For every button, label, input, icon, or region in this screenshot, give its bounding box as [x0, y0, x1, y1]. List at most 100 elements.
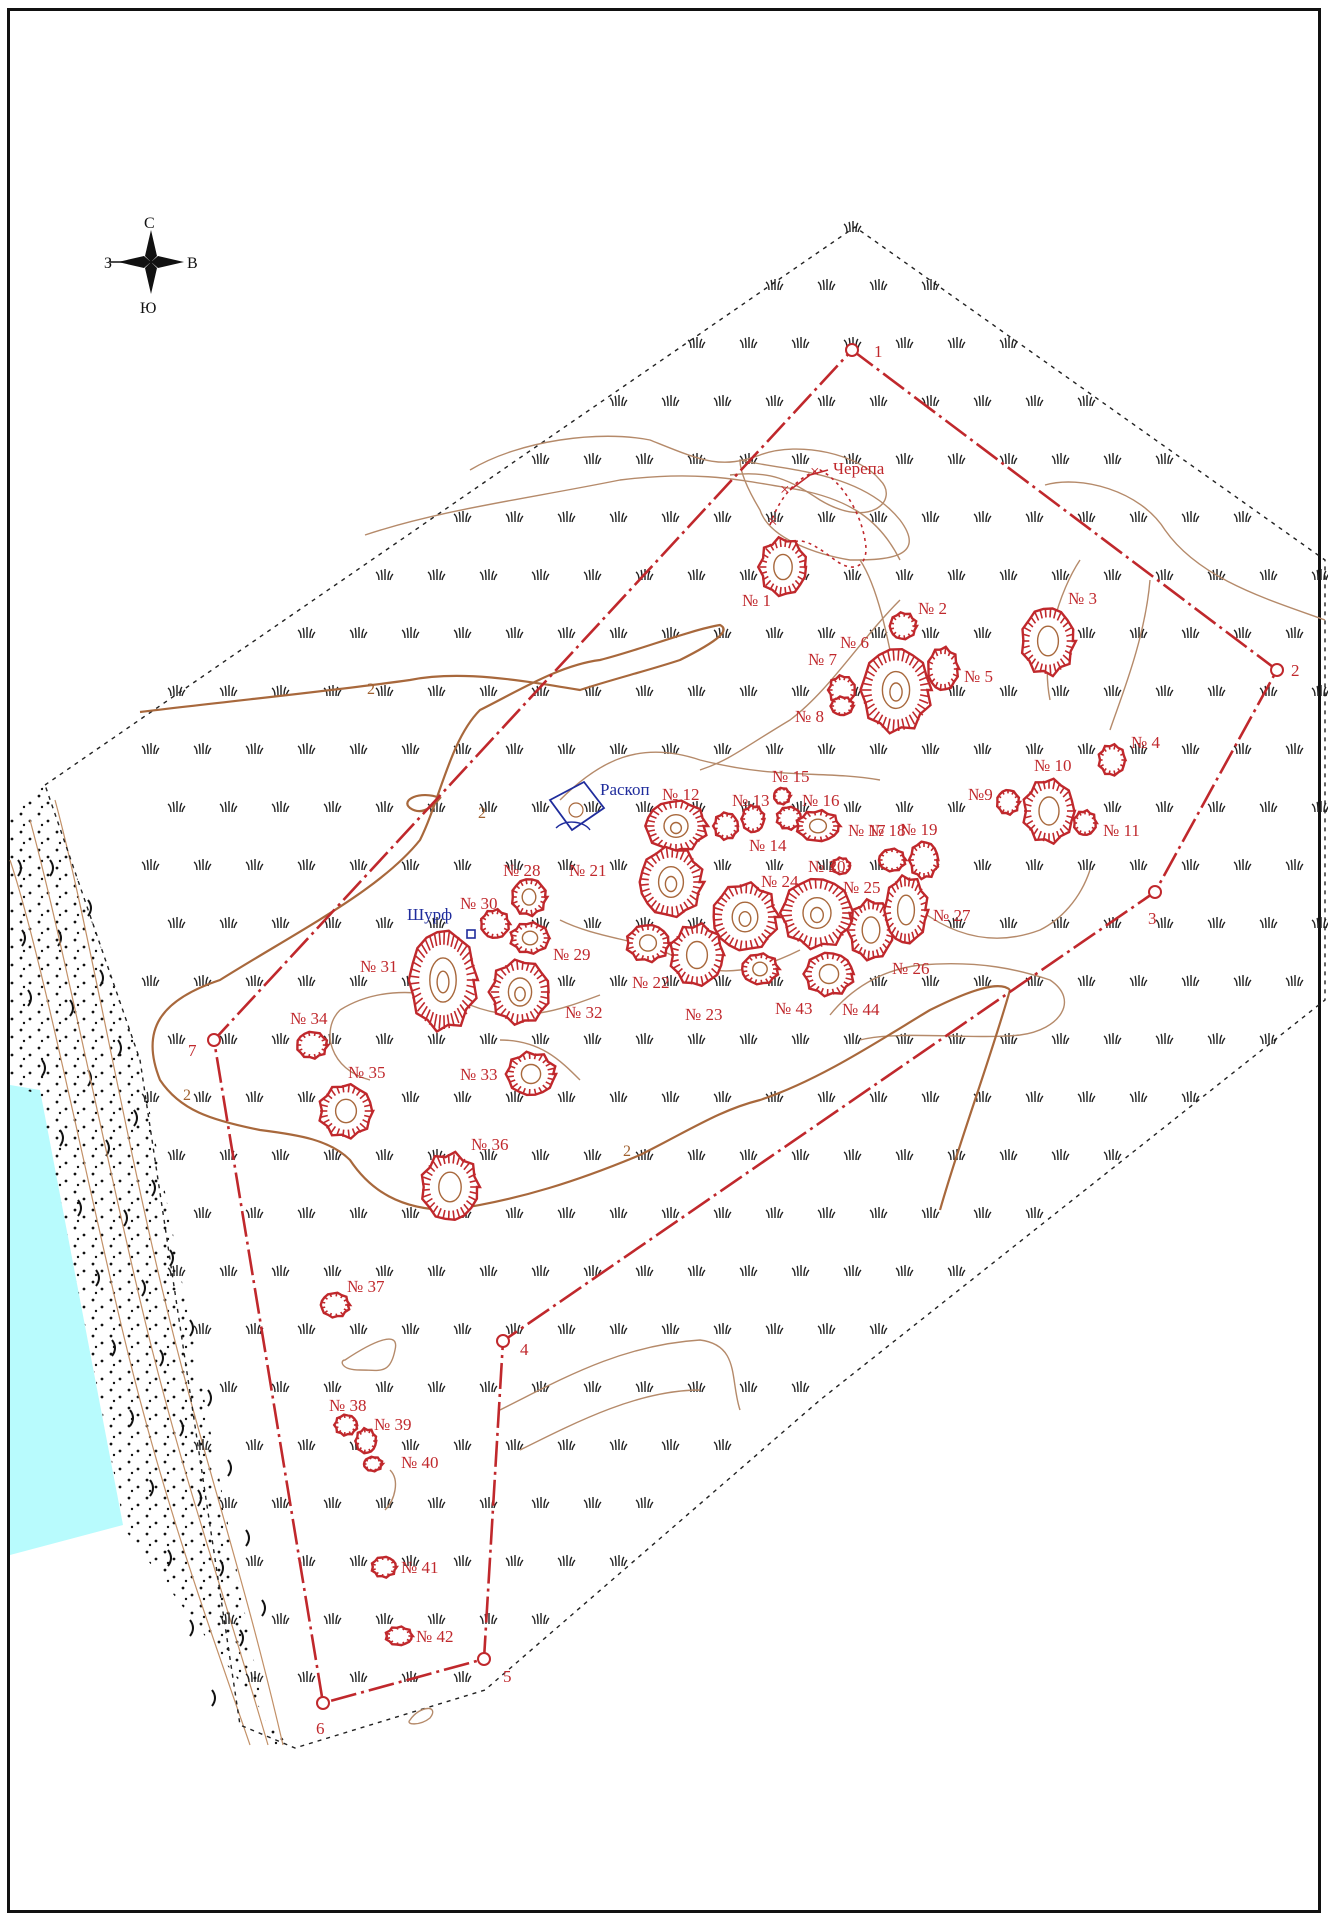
mound-label: № 39: [374, 1415, 411, 1434]
grass-tuft: [245, 975, 264, 987]
mound: [362, 1455, 386, 1473]
grass-tuft: [531, 1613, 550, 1625]
mound: [669, 921, 727, 988]
grass-tuft: [1311, 917, 1328, 929]
mound: [353, 1426, 378, 1455]
grass-tuft: [167, 801, 186, 813]
grass-tuft: [1155, 1033, 1174, 1045]
grass-tuft: [297, 1323, 316, 1335]
mound: [332, 1413, 359, 1437]
grass-tuft: [323, 1613, 342, 1625]
grass-tuft: [1025, 511, 1044, 523]
grass-tuft: [479, 569, 498, 581]
grass-tuft: [583, 1265, 602, 1277]
grass-tuft: [1025, 743, 1044, 755]
grass-tuft: [687, 917, 706, 929]
grass-tuft: [271, 685, 290, 697]
grass-tuft: [141, 1091, 160, 1103]
mound: [504, 1050, 559, 1097]
grass-tuft: [1051, 1033, 1070, 1045]
grass-tuft: [453, 627, 472, 639]
mound-label: № 25: [843, 878, 880, 897]
grass-tuft: [245, 1207, 264, 1219]
grass-tuft: [219, 1033, 238, 1045]
grass-tuft: [947, 337, 966, 349]
contour-value-label-2: 2: [478, 805, 486, 822]
grass-tuft: [583, 801, 602, 813]
grass-tuft: [375, 1613, 394, 1625]
grass-tuft: [1103, 1149, 1122, 1161]
grass-tuft: [739, 801, 758, 813]
grass-tuft: [973, 511, 992, 523]
grass-tuft: [661, 395, 680, 407]
grass-tuft: [323, 1497, 342, 1509]
grass-tuft: [791, 1033, 810, 1045]
grass-tuft: [999, 337, 1018, 349]
grass-tuft: [375, 1033, 394, 1045]
mound: [802, 951, 856, 998]
grass-tuft: [1207, 917, 1226, 929]
grass-tuft: [661, 1439, 680, 1451]
mound-label: № 35: [348, 1063, 385, 1082]
grass-tuft: [635, 1381, 654, 1393]
grass-tuft: [843, 1265, 862, 1277]
grass-tuft: [1285, 859, 1304, 871]
grass-tuft: [1077, 395, 1096, 407]
grass-tuft: [297, 859, 316, 871]
grass-tuft: [167, 1033, 186, 1045]
mound: [711, 811, 740, 842]
grass-tuft: [557, 1439, 576, 1451]
test-pit: Шурф: [407, 905, 476, 939]
grass-tuft: [609, 1091, 628, 1103]
grass-tuft: [1207, 1033, 1226, 1045]
grass-tuft: [609, 627, 628, 639]
mound-label: № 27: [933, 906, 971, 925]
mound-label: № 23: [685, 1005, 722, 1024]
grass-tuft: [349, 1207, 368, 1219]
grass-tuft: [583, 685, 602, 697]
grass-tuft: [843, 453, 862, 465]
grass-tuft: [1285, 975, 1304, 987]
grass-tuft: [557, 511, 576, 523]
grass-tuft: [999, 453, 1018, 465]
grass-symbols: [141, 221, 1328, 1683]
grass-tuft: [193, 975, 212, 987]
grass-tuft: [271, 1381, 290, 1393]
grass-tuft: [817, 627, 836, 639]
skulls-area: × × × Черепа: [768, 459, 885, 568]
grass-tuft: [1233, 975, 1252, 987]
grass-tuft: [141, 975, 160, 987]
grass-tuft: [791, 1381, 810, 1393]
grass-tuft: [661, 1207, 680, 1219]
grass-tuft: [401, 1439, 420, 1451]
grass-tuft: [297, 1091, 316, 1103]
grass-tuft: [193, 1091, 212, 1103]
grass-tuft: [505, 1439, 524, 1451]
grass-tuft: [323, 801, 342, 813]
grass-tuft: [531, 1265, 550, 1277]
grass-tuft: [479, 1149, 498, 1161]
grass-tuft: [713, 975, 732, 987]
grass-tuft: [921, 975, 940, 987]
grass-tuft: [479, 1497, 498, 1509]
grass-tuft: [687, 1033, 706, 1045]
grass-tuft: [401, 1323, 420, 1335]
grass-tuft: [713, 1439, 732, 1451]
grass-tuft: [557, 1555, 576, 1567]
grass-tuft: [895, 801, 914, 813]
grass-tuft: [609, 511, 628, 523]
grass-tuft: [583, 1497, 602, 1509]
mound-label: №9: [968, 785, 993, 804]
grass-tuft: [219, 917, 238, 929]
grass-tuft: [1259, 569, 1278, 581]
grass-tuft: [1077, 859, 1096, 871]
grass-tuft: [869, 1091, 888, 1103]
grass-tuft: [713, 395, 732, 407]
mound-label: № 19: [900, 820, 937, 839]
map-frame: [7, 8, 1321, 1913]
grass-tuft: [1181, 627, 1200, 639]
grass-tuft: [713, 859, 732, 871]
grass-tuft: [1129, 743, 1148, 755]
grass-tuft: [219, 801, 238, 813]
grass-tuft: [479, 1613, 498, 1625]
